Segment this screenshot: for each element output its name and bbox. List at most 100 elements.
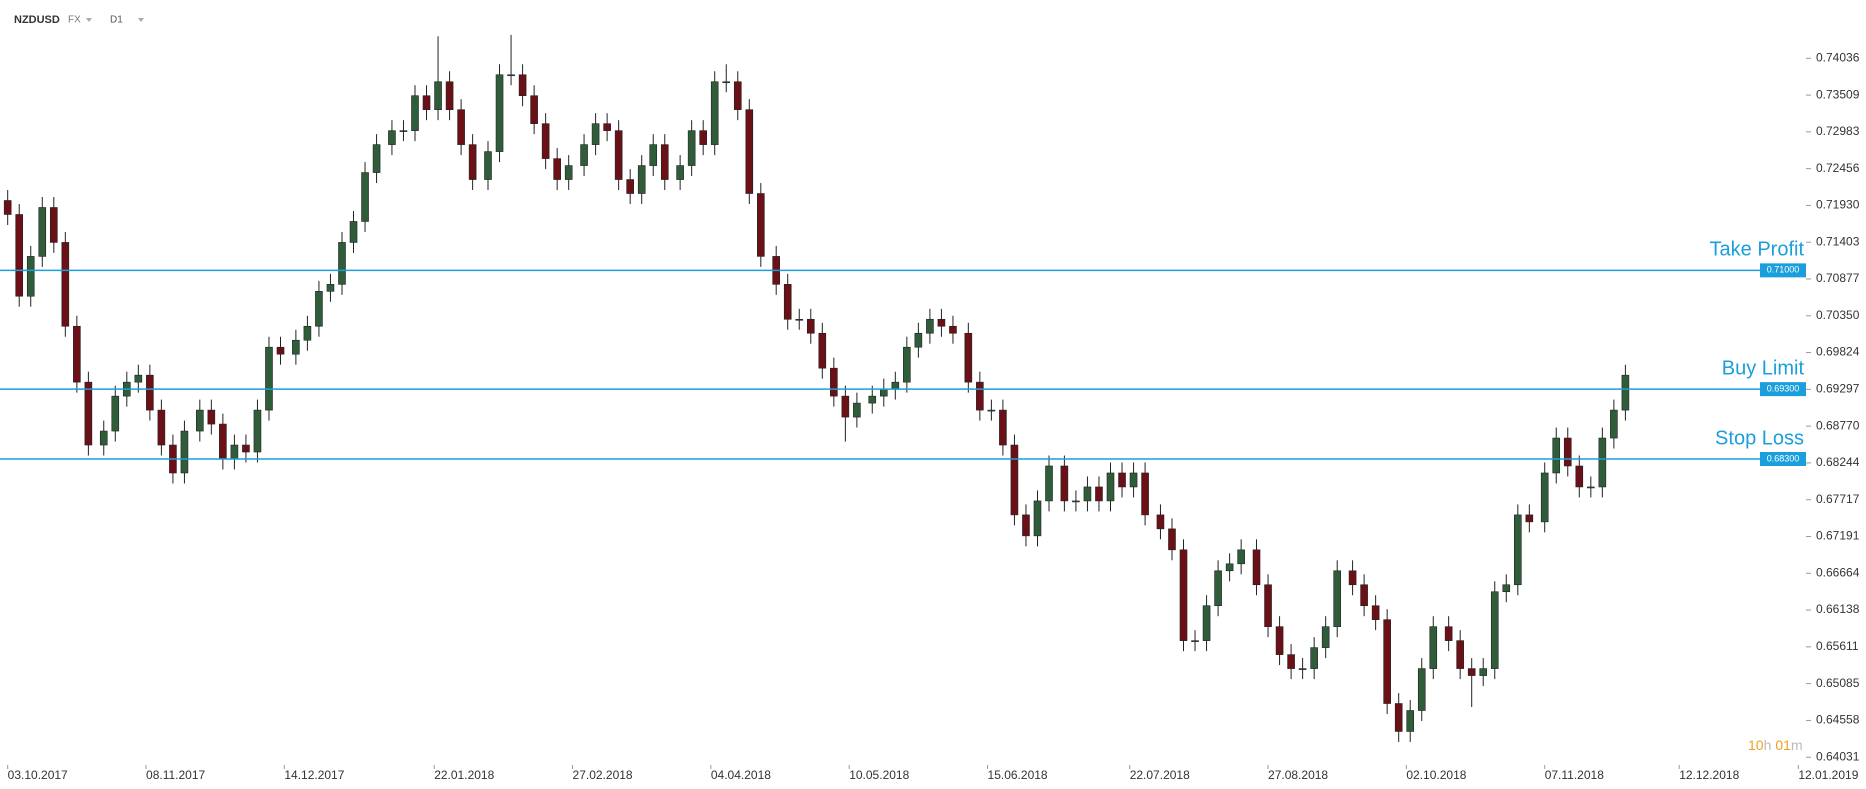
candle-body (660, 144, 669, 180)
candle-body (242, 444, 250, 453)
candle-body (1321, 626, 1330, 648)
candle-body (891, 381, 900, 390)
candle-body (457, 109, 465, 145)
candle-body (937, 318, 946, 327)
y-tick-label: 0.72983 (1816, 124, 1860, 138)
y-tick-label: 0.72456 (1816, 161, 1860, 175)
candle-body (1540, 472, 1549, 523)
candle-body (1045, 465, 1053, 502)
y-tick-label: 0.69824 (1816, 345, 1860, 359)
x-tick-label: 22.01.2018 (434, 768, 494, 782)
price-level-value: 0.69300 (1767, 384, 1800, 394)
candle-body (73, 325, 81, 383)
candle-body (495, 74, 504, 152)
candle-body (1264, 584, 1272, 627)
timeframe[interactable]: D1 (110, 15, 123, 26)
candle-body (292, 339, 300, 355)
candle-body (564, 165, 573, 180)
y-tick-label: 0.66138 (1816, 602, 1860, 616)
candle-body (315, 291, 323, 327)
market[interactable]: FX (68, 15, 81, 26)
candle-body (38, 207, 47, 257)
candle-body (710, 81, 719, 145)
candle-body (1467, 668, 1476, 676)
candle-body (349, 221, 358, 243)
y-tick-label: 0.67717 (1816, 492, 1860, 506)
price-level-name: Stop Loss (1715, 427, 1804, 449)
candle-body (1095, 486, 1103, 502)
y-tick-label: 0.64558 (1816, 713, 1860, 727)
y-tick-label: 0.70350 (1816, 308, 1860, 322)
candle-body (338, 242, 346, 285)
candle-body (1060, 465, 1069, 502)
candle-body (134, 374, 143, 383)
candle-body (1610, 409, 1618, 439)
candle-body (207, 409, 216, 425)
candle-body (1179, 549, 1188, 641)
candle-body (1563, 437, 1572, 467)
price-level-tag (1760, 263, 1806, 278)
y-tick-label: 0.68244 (1816, 455, 1860, 469)
price-level-value: 0.71000 (1767, 265, 1800, 275)
countdown-hours: 10 (1748, 737, 1764, 753)
x-tick-label: 03.10.2017 (8, 768, 68, 782)
y-tick-label: 0.64031 (1816, 749, 1860, 763)
candle-body (879, 388, 888, 397)
candle-body (361, 172, 369, 222)
candle-body (326, 284, 335, 292)
x-tick-label: 10.05.2018 (849, 768, 909, 782)
candle-body (1479, 668, 1488, 676)
countdown-hours-unit: h (1764, 737, 1772, 753)
candle-body (987, 409, 996, 412)
candle-body (1514, 514, 1522, 586)
candle-body (1275, 626, 1284, 655)
x-tick-label: 27.02.2018 (573, 768, 633, 782)
candle-body (422, 95, 431, 110)
candle-body (1525, 514, 1534, 523)
candle-body (146, 374, 154, 411)
price-level-tag (1760, 382, 1806, 397)
candle-body (541, 123, 550, 159)
x-tick-label: 15.06.2018 (988, 768, 1048, 782)
candle-body (3, 200, 12, 215)
candle-body (1621, 374, 1630, 411)
y-tick-label: 0.71403 (1816, 234, 1860, 248)
symbol[interactable]: NZDUSD (14, 14, 60, 26)
candle-body (372, 144, 381, 173)
candle-body (230, 444, 239, 460)
candle-body (196, 409, 204, 432)
candle-body (757, 193, 765, 257)
timeframe-dropdown-arrow[interactable] (138, 18, 144, 22)
candle-body (1033, 500, 1042, 537)
x-tick-label: 02.10.2018 (1406, 768, 1466, 782)
y-tick-label: 0.65085 (1816, 676, 1860, 690)
candle-body (399, 130, 408, 132)
y-tick-label: 0.66664 (1816, 565, 1860, 579)
market-dropdown-arrow[interactable] (86, 18, 92, 22)
candle-body (1406, 710, 1415, 732)
candle-body (687, 130, 696, 166)
x-tick-label: 27.08.2018 (1268, 768, 1328, 782)
price-level-value: 0.68300 (1767, 453, 1800, 463)
candle-body (1502, 584, 1511, 593)
candle-body (999, 409, 1007, 446)
candle-body (1022, 514, 1030, 537)
candle-body (1168, 528, 1176, 551)
candle-body (1298, 668, 1307, 670)
candle-body (253, 409, 262, 453)
candle-body (61, 242, 70, 327)
candle-body (699, 130, 707, 145)
x-tick-label: 12.01.2019 (1798, 768, 1858, 782)
candle-body (830, 367, 838, 397)
candle-body (637, 165, 646, 194)
candle-body (219, 423, 227, 460)
candle-body (1383, 619, 1391, 704)
x-tick-label: 07.11.2018 (1545, 768, 1604, 782)
x-tick-label: 22.07.2018 (1130, 768, 1190, 782)
candle-body (1083, 486, 1092, 502)
candle-body (818, 332, 827, 369)
y-tick-label: 0.69297 (1816, 382, 1860, 396)
candle-body (1010, 444, 1019, 516)
candle-body (411, 95, 419, 131)
